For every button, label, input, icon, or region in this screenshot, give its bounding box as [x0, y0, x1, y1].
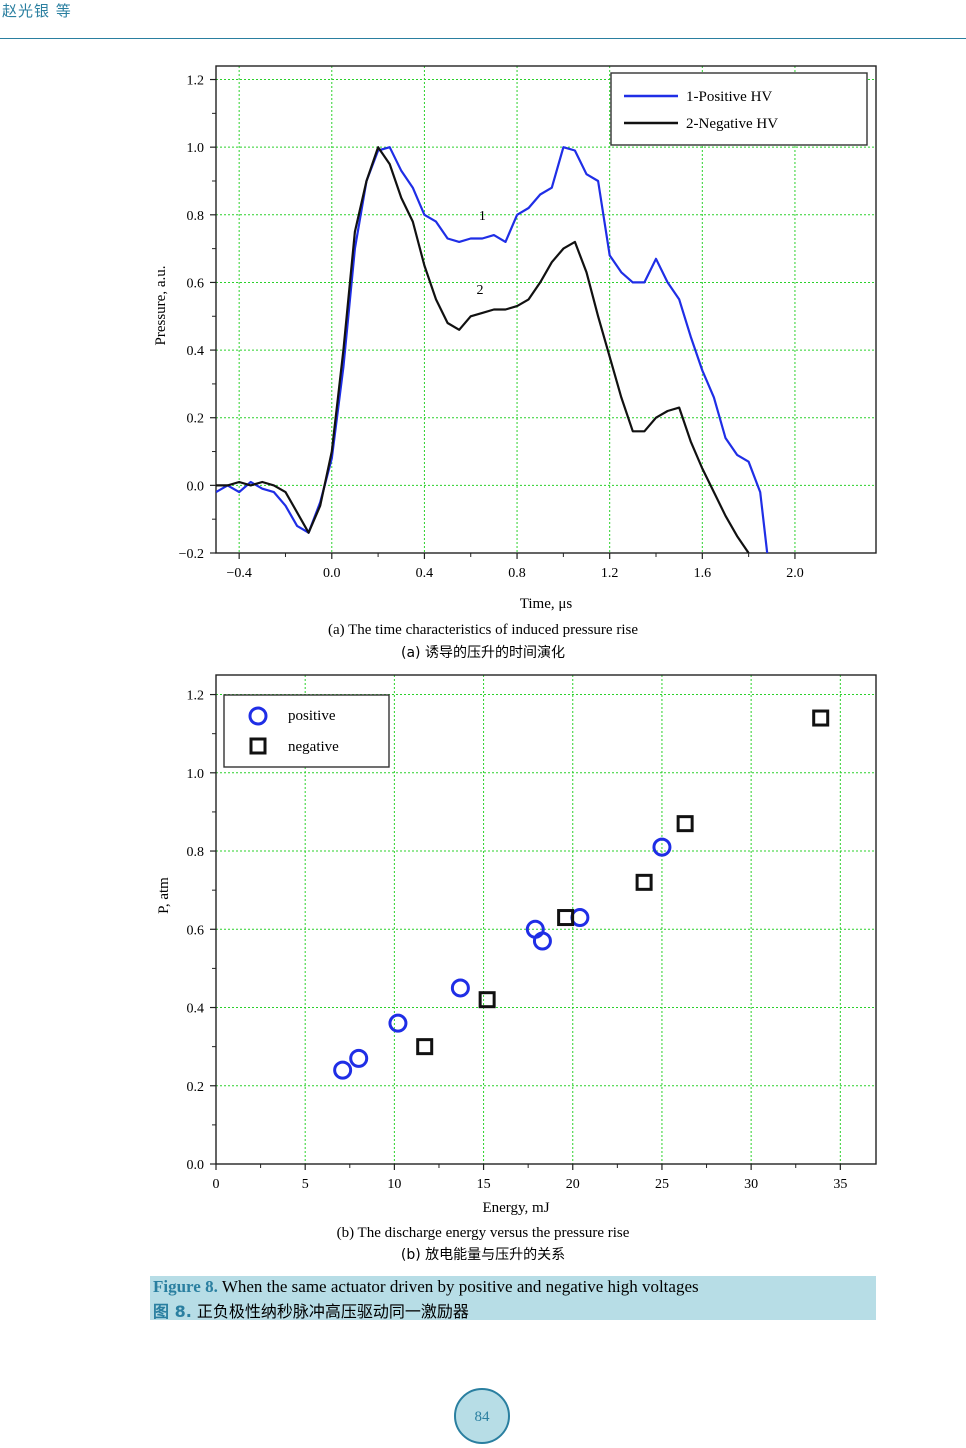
y-tick-label: 0.2 [187, 1080, 205, 1095]
point-negative [416, 1038, 434, 1056]
x-axis-title: Time, μs [520, 596, 573, 612]
y-tick-label: 0.4 [187, 344, 205, 359]
legend-marker-positive [248, 706, 268, 726]
x-tick-label: 0.8 [508, 566, 526, 581]
y-tick-label: −0.2 [179, 547, 204, 562]
legend-label-1: 1-Positive HV [686, 89, 772, 105]
curve-label-1: 1 [479, 209, 486, 224]
figure-title-en: When the same actuator driven by positiv… [221, 1277, 699, 1296]
x-tick-label: 30 [744, 1177, 758, 1192]
x-tick-label: 5 [302, 1177, 309, 1192]
x-tick-label: 15 [477, 1177, 491, 1192]
x-tick-label: 2.0 [786, 566, 804, 581]
pressure-time-chart: −0.4 0.0 0.4 0.8 1.2 1.6 2.0 −0.2 0.0 0.2 0.4 0.6 0.… [153, 65, 877, 612]
x-tick-label: 20 [566, 1177, 580, 1192]
y-tick-label: 0.0 [187, 479, 205, 494]
legend-box [610, 72, 868, 146]
chart-b-caption-cn: (b) 放电能量与压升的关系 [400, 1247, 566, 1263]
point-positive [333, 1060, 353, 1080]
x-tick-label: 35 [833, 1177, 847, 1192]
figure-title-cn: 正负极性纳秒脉冲高压驱动同一激励器 [196, 1302, 469, 1321]
header-authors: 赵光银 等 [2, 2, 72, 20]
point-positive [652, 837, 672, 857]
curve-label-2: 2 [477, 283, 484, 298]
legend-label-positive: positive [288, 708, 336, 724]
x-tick-label: 1.2 [601, 566, 619, 581]
x-tick-label: 0.0 [323, 566, 341, 581]
y-tick-label: 1.2 [187, 74, 205, 89]
figure-caption-cn: 图 8. 正负极性纳秒脉冲高压驱动同一激励器 [153, 1298, 469, 1322]
y-tick-label: 0.8 [187, 845, 205, 860]
point-positive [570, 908, 590, 928]
y-tick-label: 1.0 [187, 141, 205, 156]
point-positive [532, 931, 552, 951]
y-axis-title: P, atm [156, 877, 172, 914]
x-tick-label: 0 [213, 1177, 220, 1192]
page-number: 84 [454, 1388, 510, 1444]
figure-caption-box: Figure 8. When the same actuator driven … [150, 1276, 876, 1322]
y-tick-label: 0.6 [187, 923, 205, 938]
point-positive [450, 978, 470, 998]
y-tick-label: 0.6 [187, 276, 205, 291]
legend-marker-negative [249, 737, 267, 755]
x-tick-label: −0.4 [226, 566, 251, 581]
x-tick-label: 1.6 [694, 566, 712, 581]
y-tick-label: 1.0 [187, 767, 205, 782]
point-negative [478, 991, 496, 1009]
y-tick-label: 0.0 [187, 1158, 205, 1173]
chart-b-caption-en: (b) The discharge energy versus the pres… [336, 1225, 630, 1241]
figure-caption-en: Figure 8. When the same actuator driven … [153, 1277, 699, 1297]
series-line-2 [216, 146, 750, 553]
y-tick-label: 0.2 [187, 412, 205, 427]
point-negative [676, 815, 694, 833]
point-negative [812, 709, 830, 727]
legend-label-negative: negative [288, 739, 339, 755]
chart-a-caption-cn: (a) 诱导的压升的时间演化 [401, 645, 565, 661]
point-positive [388, 1013, 408, 1033]
x-axis-title: Energy, mJ [482, 1200, 549, 1216]
figure-label-cn: 图 8. [153, 1302, 192, 1321]
figure-label-en: Figure 8. [153, 1277, 218, 1296]
point-negative [557, 909, 575, 927]
chart-a-caption-en: (a) The time characteristics of induced … [327, 622, 638, 638]
x-tick-label: 0.4 [416, 566, 434, 581]
y-tick-label: 1.2 [187, 689, 205, 704]
y-axis-title: Pressure, a.u. [153, 266, 169, 346]
legend-box [223, 694, 390, 768]
energy-pressure-chart: 0 5 10 15 20 25 30 35 0.0 0.2 0.4 0.6 0.8 1.0 1.2 Energ… [156, 674, 877, 1216]
point-positive [349, 1048, 369, 1068]
y-tick-label: 0.8 [187, 209, 205, 224]
point-negative [635, 873, 653, 891]
plot-frame [215, 674, 877, 1165]
header-divider [0, 38, 966, 39]
x-tick-label: 10 [387, 1177, 401, 1192]
x-tick-label: 25 [655, 1177, 669, 1192]
legend-label-2: 2-Negative HV [686, 116, 778, 132]
plot-frame [215, 65, 877, 554]
y-tick-label: 0.4 [187, 1002, 205, 1017]
